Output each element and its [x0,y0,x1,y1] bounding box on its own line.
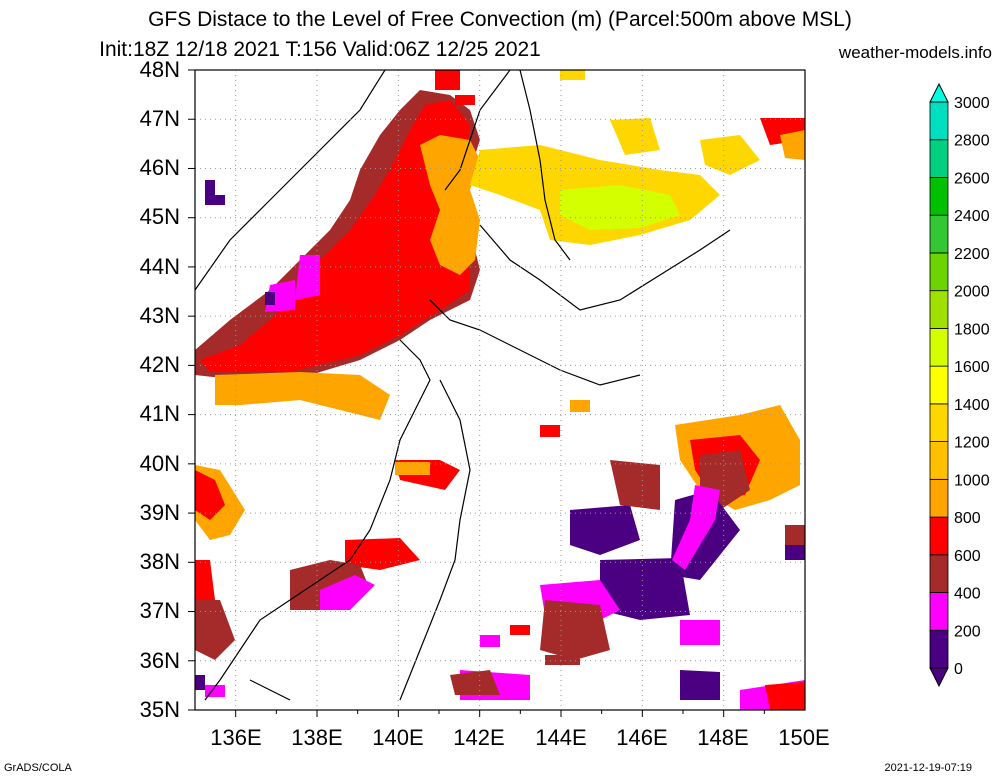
lat-label: 36N [140,648,180,673]
lon-label: 148E [697,725,748,750]
colorbar-bin [929,327,949,367]
lat-label: 35N [140,697,180,722]
lon-label: 150E [778,725,829,750]
footer-timestamp: 2021-12-19-07:19 [884,762,972,774]
colorbar-label: 400 [954,586,981,603]
chart-title: GFS Distace to the Level of Free Convect… [148,8,852,31]
colorbar-label: 1200 [954,435,990,452]
lon-label: 146E [616,725,667,750]
colorbar-max-arrow [929,82,949,103]
colorbar-label: 1000 [954,472,990,489]
latitude-axis: 35N 36N 37N 38N 39N 40N 41N 42N 43N 44N … [140,57,180,722]
lat-label: 48N [140,57,180,82]
colorbar-bin [929,365,949,405]
convection-field [195,70,805,710]
colorbar-label: 800 [954,510,981,527]
lon-label: 142E [453,725,504,750]
colorbar-label: 1400 [954,397,990,414]
colorbar-bin [929,441,949,480]
colorbar-min-arrow [929,667,949,688]
lat-label: 47N [140,106,180,131]
lat-label: 38N [140,549,180,574]
lon-label: 136E [210,725,261,750]
colorbar-legend: 0 200 400 600 800 1000 1200 1400 1600 1800 2000 220… [929,82,990,688]
lat-label: 40N [140,451,180,476]
map-figure: 35N 36N 37N 38N 39N 40N 41N 42N 43N 44N … [140,57,990,750]
footer-credit: GrADS/COLA [4,762,72,774]
colorbar-label: 2000 [954,284,990,301]
lat-label: 46N [140,155,180,180]
colorbar-bin [929,139,949,178]
colorbar-bin [929,214,949,254]
colorbar-bin [929,554,949,593]
colorbar-label: 600 [954,548,981,565]
colorbar-bin [929,177,949,216]
colorbar-label: 1800 [954,321,990,338]
colorbar-label: 1600 [954,359,990,376]
colorbar-bin [929,403,949,443]
coastlines [194,69,731,701]
lat-label: 37N [140,598,180,623]
colorbar-label: 2800 [954,133,990,150]
colorbar-label: 200 [954,623,981,640]
chart-subtitle: Init:18Z 12/18 2021 T:156 Valid:06Z 12/2… [99,38,541,61]
colorbar-bin [929,290,949,329]
lon-label: 140E [372,725,423,750]
colorbar-bin [929,629,949,669]
lon-label: 144E [535,725,586,750]
lat-label: 43N [140,303,180,328]
longitude-axis: 136E 138E 140E 142E 144E 146E 148E 150E [210,725,829,750]
lat-label: 45N [140,204,180,229]
lat-label: 39N [140,500,180,525]
site-credit: weather-models.info [838,43,992,62]
colorbar-bin [929,516,949,556]
colorbar-label: 2600 [954,170,990,187]
lat-label: 42N [140,352,180,377]
colorbar-label: 0 [954,661,963,678]
colorbar-label: 2400 [954,208,990,225]
colorbar-label: 3000 [954,95,990,112]
colorbar-bin [929,252,949,292]
colorbar-bin [929,101,949,141]
lat-label: 41N [140,401,180,426]
colorbar-bin [929,592,949,631]
plot-frame [194,69,806,711]
grid-lines [188,69,805,717]
lon-label: 138E [291,725,342,750]
lat-label: 44N [140,254,180,279]
colorbar-bin [929,478,949,518]
colorbar-label: 2200 [954,246,990,263]
